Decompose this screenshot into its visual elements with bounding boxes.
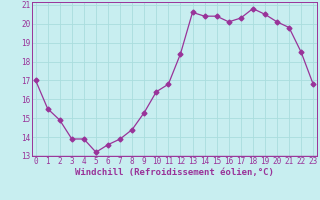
X-axis label: Windchill (Refroidissement éolien,°C): Windchill (Refroidissement éolien,°C) (75, 168, 274, 177)
